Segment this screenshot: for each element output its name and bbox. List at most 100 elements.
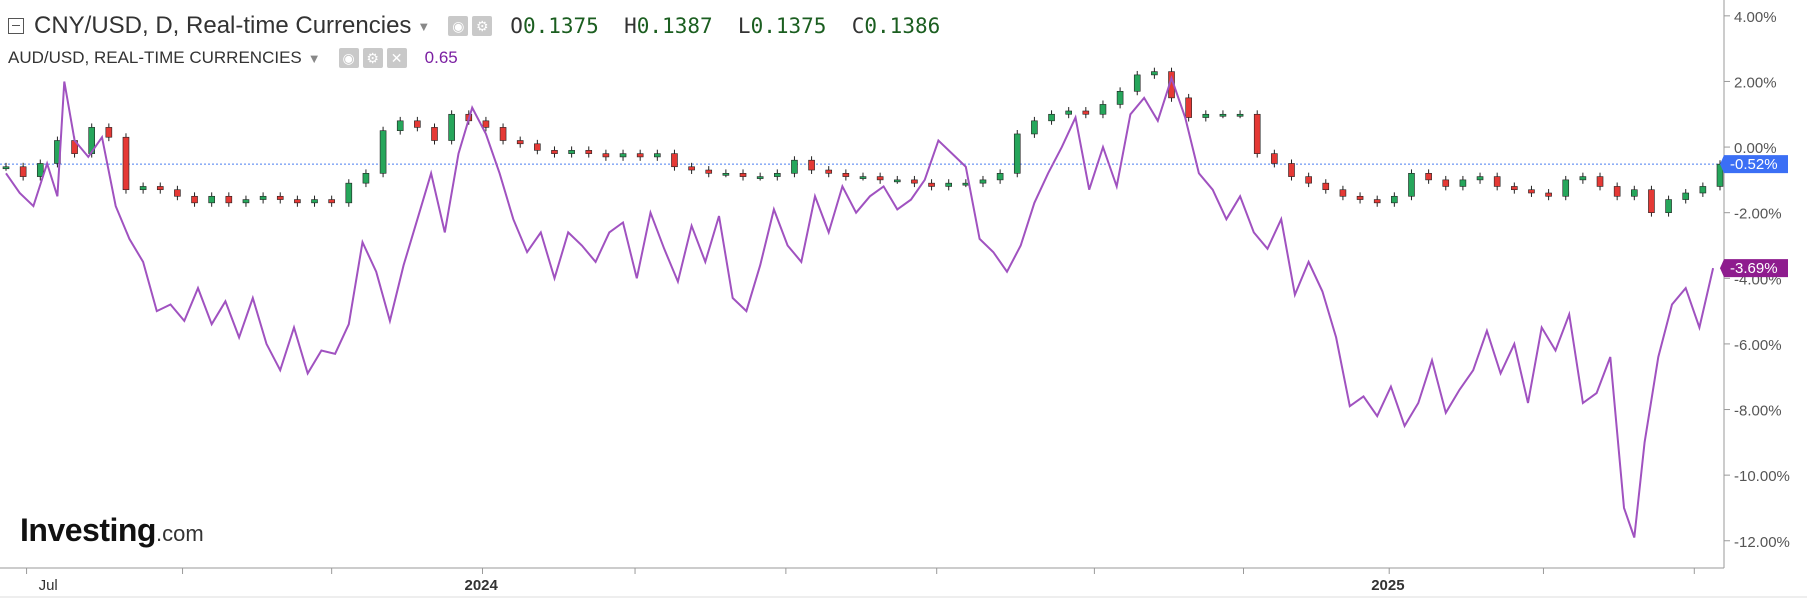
- candle-body: [1133, 74, 1141, 92]
- y-tick-label: -10.00%: [1734, 468, 1790, 485]
- candle-body: [876, 176, 884, 181]
- candle-body: [431, 127, 438, 141]
- candle-body: [859, 176, 867, 179]
- candle-body: [1013, 133, 1021, 174]
- candle-body: [1442, 179, 1450, 187]
- candle-body: [722, 173, 730, 176]
- candle-body: [1528, 189, 1535, 194]
- chevron-down-icon[interactable]: ▼: [307, 50, 321, 66]
- ohlc-readout: O0.1375 H0.1387 L0.1375 C0.1386: [510, 14, 940, 38]
- main-symbol-legend[interactable]: CNY/USD, D, Real-time Currencies ▼ ◉ ⚙ O…: [8, 12, 940, 40]
- candle-body: [979, 179, 987, 184]
- cny-last-value-badge-bg: [1720, 155, 1788, 174]
- candle-body: [1065, 110, 1072, 115]
- candle-body: [242, 199, 250, 204]
- y-tick-label: -6.00%: [1734, 337, 1782, 354]
- candle-body: [1236, 113, 1244, 117]
- open-value: 0.1375: [522, 14, 599, 38]
- candle-body: [36, 163, 44, 177]
- candle-body: [1356, 195, 1364, 200]
- chevron-down-icon[interactable]: ▼: [417, 18, 431, 34]
- candle-body: [1459, 179, 1467, 187]
- candle-body: [1613, 186, 1621, 197]
- candle-body: [311, 199, 318, 204]
- candle-body: [2, 166, 10, 170]
- candle-body: [396, 120, 404, 131]
- close-icon[interactable]: ✕: [386, 48, 407, 68]
- candle-body: [671, 153, 678, 168]
- x-tick-label: 2025: [1371, 577, 1404, 594]
- candle-body: [705, 169, 713, 174]
- x-tick-label: 2024: [464, 577, 498, 594]
- y-tick-label: 2.00%: [1734, 74, 1777, 91]
- gear-icon[interactable]: ⚙: [472, 16, 493, 36]
- main-symbol-title[interactable]: CNY/USD, D, Real-time Currencies: [34, 12, 412, 39]
- candle-body: [585, 150, 593, 154]
- open-label: O: [510, 14, 523, 38]
- candle-body: [1305, 176, 1312, 184]
- candle-body: [1425, 173, 1432, 181]
- candle-body: [379, 130, 387, 174]
- compare-symbol-legend[interactable]: AUD/USD, REAL-TIME CURRENCIES ▼ ◉ ⚙ ✕ 0.…: [8, 48, 458, 68]
- candle-body: [1682, 192, 1690, 200]
- candle-body: [1408, 173, 1415, 197]
- eye-icon[interactable]: ◉: [338, 48, 359, 68]
- candle-body: [362, 173, 370, 184]
- candle-body: [174, 189, 181, 197]
- candle-body: [499, 127, 507, 141]
- candle-body: [276, 195, 284, 200]
- logo-suffix: .com: [155, 521, 204, 546]
- low-label: L: [737, 14, 751, 38]
- y-tick-label: -2.00%: [1734, 206, 1782, 223]
- y-tick-label: -12.00%: [1734, 534, 1790, 551]
- compare-value: 0.65: [424, 48, 458, 67]
- candle-body: [345, 182, 353, 204]
- aud-last-value-badge-bg: [1720, 259, 1788, 278]
- candle-body: [825, 169, 833, 174]
- x-tick-label: Jul: [39, 577, 58, 594]
- eye-icon[interactable]: ◉: [448, 16, 469, 36]
- investing-logo: Investing.com: [20, 512, 204, 549]
- candle-body: [1545, 192, 1552, 197]
- candle-body: [1116, 90, 1124, 105]
- candle-body: [328, 199, 335, 204]
- y-tick-label: 4.00%: [1734, 9, 1777, 26]
- candle-body: [208, 195, 215, 204]
- candle-body: [1562, 179, 1570, 197]
- candle-body: [1493, 176, 1501, 187]
- candle-body: [1511, 186, 1518, 191]
- candle-body: [791, 159, 798, 174]
- candle-body: [1665, 199, 1672, 213]
- candle-body: [1699, 186, 1707, 194]
- candle-body: [19, 166, 27, 177]
- candle-body: [1391, 195, 1398, 204]
- candle-body: [842, 173, 850, 177]
- candle-body: [893, 179, 901, 183]
- candle-body: [654, 153, 661, 158]
- collapse-icon[interactable]: [8, 18, 24, 34]
- candle-body: [516, 140, 524, 145]
- candle-body: [191, 195, 198, 204]
- candle-body: [739, 173, 747, 177]
- gear-icon[interactable]: ⚙: [362, 48, 383, 68]
- candle-body: [122, 136, 130, 191]
- candle-body: [1579, 176, 1587, 181]
- candle-body: [156, 186, 164, 191]
- candle-body: [568, 150, 575, 154]
- candle-body: [996, 173, 1004, 181]
- candle-body: [139, 186, 147, 191]
- candle-body: [414, 120, 421, 128]
- compare-symbol-title[interactable]: AUD/USD, REAL-TIME CURRENCIES: [8, 48, 302, 67]
- candle-body: [1631, 189, 1638, 197]
- candle-body: [105, 127, 113, 138]
- candle-body: [1219, 113, 1227, 117]
- candle-body: [1099, 104, 1107, 115]
- candle-body: [1048, 113, 1055, 122]
- candle-body: [1031, 120, 1038, 135]
- candle-body: [1339, 189, 1347, 197]
- candle-body: [773, 173, 781, 177]
- candle-body: [1271, 153, 1278, 164]
- candle-body: [756, 176, 764, 179]
